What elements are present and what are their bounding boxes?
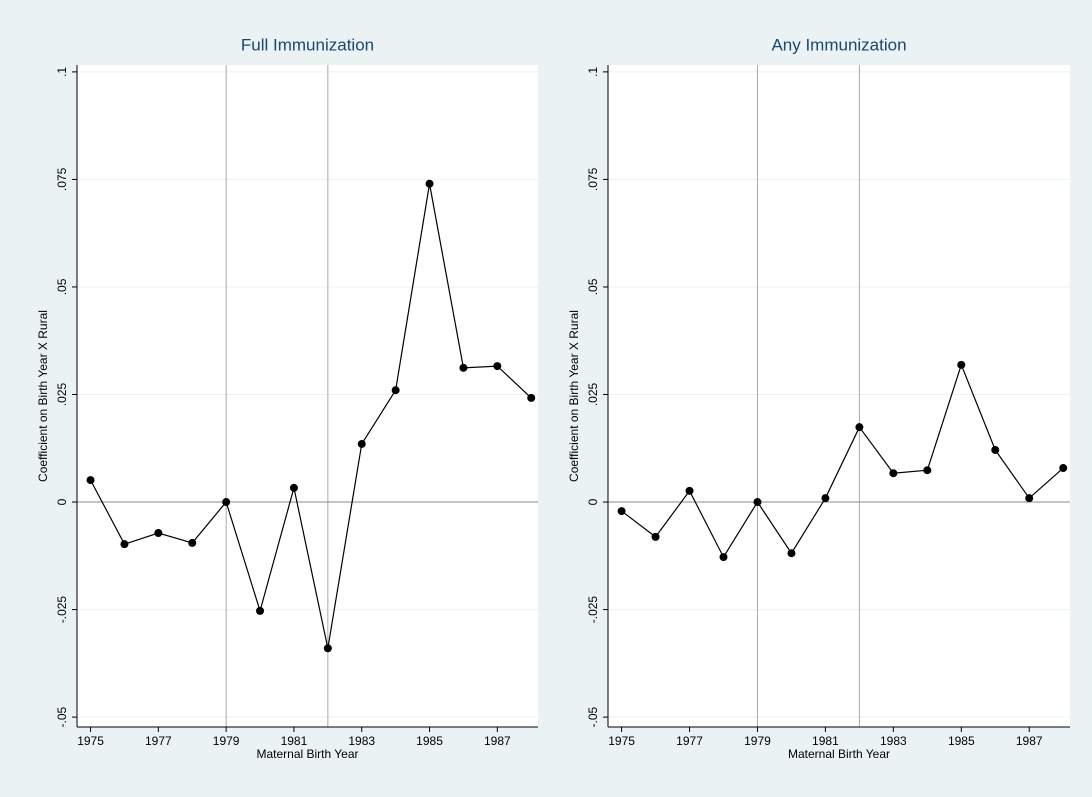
data-point [957,360,966,369]
y-tick-label: -.025 [586,596,600,624]
data-point [188,538,197,547]
plot-area [77,65,538,727]
x-tick-label: 1985 [948,734,975,748]
x-tick-label: 1975 [77,734,104,748]
data-point [493,362,502,371]
x-axis-label: Maternal Birth Year [788,747,890,761]
data-point [685,486,694,495]
y-tick-label: .075 [586,167,600,191]
data-point [222,498,231,507]
data-point [787,549,796,558]
y-tick-label: -.05 [55,706,69,727]
y-axis-label: Coefficient on Birth Year X Rural [36,310,50,482]
data-point [256,606,265,615]
y-tick-label: .1 [586,67,600,77]
data-point [821,494,830,503]
x-tick-label: 1987 [1016,734,1043,748]
x-tick-label: 1983 [348,734,375,748]
y-tick-label: -.025 [55,596,69,624]
x-tick-label: 1979 [744,734,771,748]
data-point [391,386,400,395]
y-tick-label: -.05 [586,706,600,727]
data-point [617,507,626,516]
y-tick-label: .025 [586,382,600,406]
x-tick-label: 1983 [880,734,907,748]
data-point [719,553,728,562]
data-point [86,476,95,485]
y-tick-label: .1 [55,67,69,77]
data-point [855,423,864,432]
data-point [1025,494,1034,503]
x-tick-label: 1985 [416,734,443,748]
data-line [90,183,532,649]
data-point [323,644,332,653]
x-tick-label: 1979 [213,734,240,748]
y-tick-label: .025 [55,382,69,406]
y-tick-label: 0 [586,498,600,505]
data-point [889,469,898,478]
y-axis-label: Coefficient on Birth Year X Rural [567,310,581,482]
data-point [527,393,536,402]
plot-area [608,65,1070,727]
x-tick-label: 1981 [281,734,308,748]
data-point [357,439,366,448]
x-tick-label: 1987 [484,734,511,748]
data-point [154,529,163,538]
data-point [1059,464,1068,473]
x-axis-label: Maternal Birth Year [256,747,358,761]
data-point [289,483,298,492]
x-tick-label: 1975 [608,734,635,748]
y-tick-label: 0 [55,498,69,505]
x-tick-label: 1977 [145,734,172,748]
data-point [651,532,660,541]
y-tick-label: .05 [586,278,600,295]
data-point [753,498,762,507]
x-tick-label: 1981 [812,734,839,748]
chart-title: Any Immunization [771,35,906,54]
data-point [425,179,434,188]
y-tick-label: .05 [55,278,69,295]
chart-title: Full Immunization [241,35,374,54]
x-tick-label: 1977 [676,734,703,748]
data-point [923,466,932,475]
data-point [459,363,468,372]
y-tick-label: .075 [55,167,69,191]
data-line [621,363,1064,559]
data-point [991,445,1000,454]
data-point [120,540,129,549]
